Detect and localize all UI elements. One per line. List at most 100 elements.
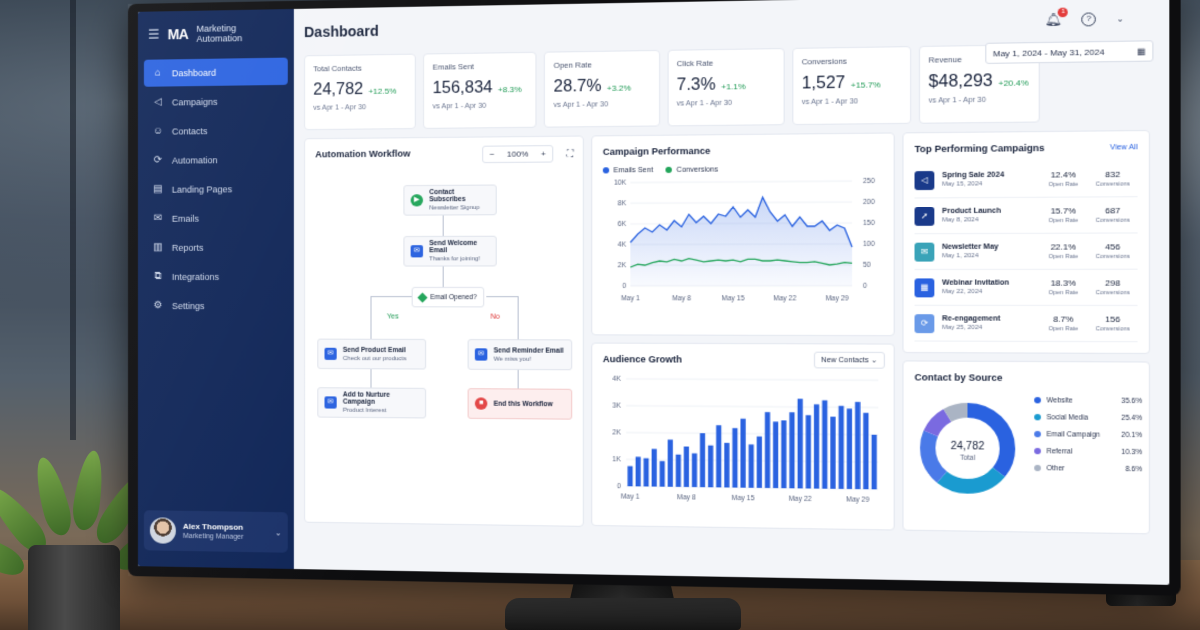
workflow-node-end[interactable]: ■ End this Workflow [468,388,573,420]
bar[interactable] [806,415,811,488]
sidebar-item-settings[interactable]: ⚙ Settings [144,292,288,319]
open-rate-cell: 15.7% Open Rate [1039,206,1088,224]
contact-source-card: Contact by Source 24,782 Total Website 35.… [902,360,1150,534]
kpi-comparison: vs Apr 1 - Apr 30 [432,102,527,110]
bar[interactable] [724,443,729,488]
bell-icon[interactable]: 🔔︎ 1 [1044,12,1061,27]
kpi-card[interactable]: Click Rate 7.3% +1.1% vs Apr 1 - Apr 30 [667,48,784,126]
bar[interactable] [773,422,778,488]
bar[interactable] [798,399,803,489]
emails-sent-area [630,197,852,286]
workflow-node-nurture[interactable]: ✉ Add to Nurture Campaign Product Interes… [317,387,426,418]
date-range-picker[interactable]: May 1, 2024 - May 31, 2024 ▦ [985,40,1153,64]
help-icon[interactable]: ? [1082,12,1097,26]
zoom-in-button[interactable]: + [535,146,552,162]
bar[interactable] [847,409,852,489]
workflow-node-reminder-email[interactable]: ✉ Send Reminder Email We miss you! [468,339,573,370]
bar[interactable] [732,428,737,488]
bar[interactable] [757,436,762,488]
sidebar-item-campaigns[interactable]: ◁ Campaigns [144,87,288,116]
bar[interactable] [789,412,794,488]
workflow-node-start[interactable]: ▶ Contact Subscribes Newsletter Signup [403,185,496,216]
bar[interactable] [692,453,697,487]
mail-icon: ✉ [324,396,336,408]
bar[interactable] [660,461,665,487]
main-content: Dashboard 🔔︎ 1 ? ⌄ May 1, 2024 - May 31, … [294,0,1169,585]
campaign-performance-chart: 02K4K6K8K10K050100150200250May 1 May 8 May… [603,172,885,319]
sidebar-item-integrations[interactable]: ⧉ Integrations [144,263,288,290]
workflow-node-product-email[interactable]: ✉ Send Product Email Check out our produc… [317,339,426,370]
zoom-out-button[interactable]: − [483,147,500,163]
y-right-tick-label: 50 [863,262,871,269]
y-right-tick-label: 250 [863,178,875,185]
bar[interactable] [628,466,633,486]
conversions-cell: 298 Conversions [1088,278,1138,296]
bar[interactable] [652,449,657,487]
bar[interactable] [684,447,689,487]
connector [443,215,444,235]
bar[interactable] [700,433,705,487]
bar[interactable] [636,457,641,487]
table-row[interactable]: ➚ Product Launch May 8, 2024 15.7% Open Rate… [915,197,1138,234]
kpi-value: $48,293 [929,72,993,92]
user-role: Marketing Manager [183,533,244,541]
hamburger-icon[interactable]: ☰ [148,26,160,42]
kpi-value-row: 7.3% +1.1% [677,75,775,95]
y-tick-label: 0 [617,484,621,491]
kpi-card[interactable]: Open Rate 28.7% +3.2% vs Apr 1 - Apr 30 [544,50,659,128]
legend-label: Email Campaign [1046,430,1099,438]
bar[interactable] [863,413,868,489]
workflow-node-welcome-email[interactable]: ✉ Send Welcome Email Thanks for joining! [403,236,496,267]
connector [518,296,519,339]
sidebar-item-label: Reports [172,242,204,252]
fullscreen-icon[interactable]: ⛶ [567,148,574,159]
kpi-card[interactable]: Conversions 1,527 +15.7% vs Apr 1 - Apr 30 [792,46,911,125]
bar[interactable] [822,400,827,488]
sidebar-item-reports[interactable]: ▥ Reports [144,233,288,261]
app-name: Marketing Automation [196,22,283,44]
legend-item[interactable]: Website 35.6% [1034,392,1142,410]
legend-percent: 35.6% [1121,397,1142,405]
legend-item[interactable]: Other 8.6% [1034,460,1142,478]
chevron-down-icon[interactable]: ⌄ [1116,14,1124,24]
user-menu[interactable]: Alex Thompson Marketing Manager ⌄ [144,510,288,552]
sidebar-item-emails[interactable]: ✉ Emails [144,204,288,232]
branch-no-label: No [490,314,499,321]
bar[interactable] [839,406,844,489]
y-right-tick-label: 200 [863,199,875,206]
metric-select[interactable]: New Contacts ⌄ [814,352,885,369]
bar[interactable] [830,417,835,489]
bar[interactable] [644,458,649,486]
y-tick-label: 1K [612,457,621,464]
legend-item[interactable]: Email Campaign 20.1% [1034,426,1142,444]
table-row[interactable]: ✉ Newsletter May May 1, 2024 22.1% Open Rate… [915,233,1138,270]
workflow-decision[interactable]: Email Opened? [412,287,484,307]
sidebar-item-contacts[interactable]: ☺ Contacts [144,116,288,145]
middle-column: Campaign Performance Emails Sent Convers… [591,132,895,531]
sidebar-item-dashboard[interactable]: ⌂ Dashboard [144,58,288,87]
bar[interactable] [708,445,713,487]
table-row[interactable]: ⟳ Re-engagement May 25, 2024 8.7% Open Rate 1… [915,306,1138,342]
kpi-value-row: 156,834 +8.3% [432,79,527,99]
chevron-down-icon[interactable]: ⌄ [275,528,282,537]
table-row[interactable]: ◁ Spring Sale 2024 May 15, 2024 12.4% Open R… [915,161,1138,199]
bar[interactable] [872,435,877,490]
bar[interactable] [676,455,681,487]
legend-item[interactable]: Referral 10.3% [1034,443,1142,461]
sidebar-item-landing-pages[interactable]: ▤ Landing Pages [144,175,288,203]
bar[interactable] [668,440,673,487]
bar[interactable] [716,425,721,487]
kpi-card[interactable]: Total Contacts 24,782 +12.5% vs Apr 1 - Apr… [304,54,416,131]
table-row[interactable]: ▦ Webinar Invitation May 22, 2024 18.3% Open… [915,270,1138,306]
bar[interactable] [781,420,786,488]
bar[interactable] [814,404,819,488]
kpi-card[interactable]: Emails Sent 156,834 +8.3% vs Apr 1 - Apr 30 [423,52,537,129]
bar[interactable] [740,419,745,488]
view-all-link[interactable]: View All [1110,144,1138,152]
bar[interactable] [855,402,860,489]
bar[interactable] [749,444,754,487]
sidebar-item-automation[interactable]: ⟳ Automation [144,145,288,173]
legend-item[interactable]: Social Media 25.4% [1034,409,1142,427]
legend-swatch [1034,431,1041,437]
bar[interactable] [765,412,770,488]
